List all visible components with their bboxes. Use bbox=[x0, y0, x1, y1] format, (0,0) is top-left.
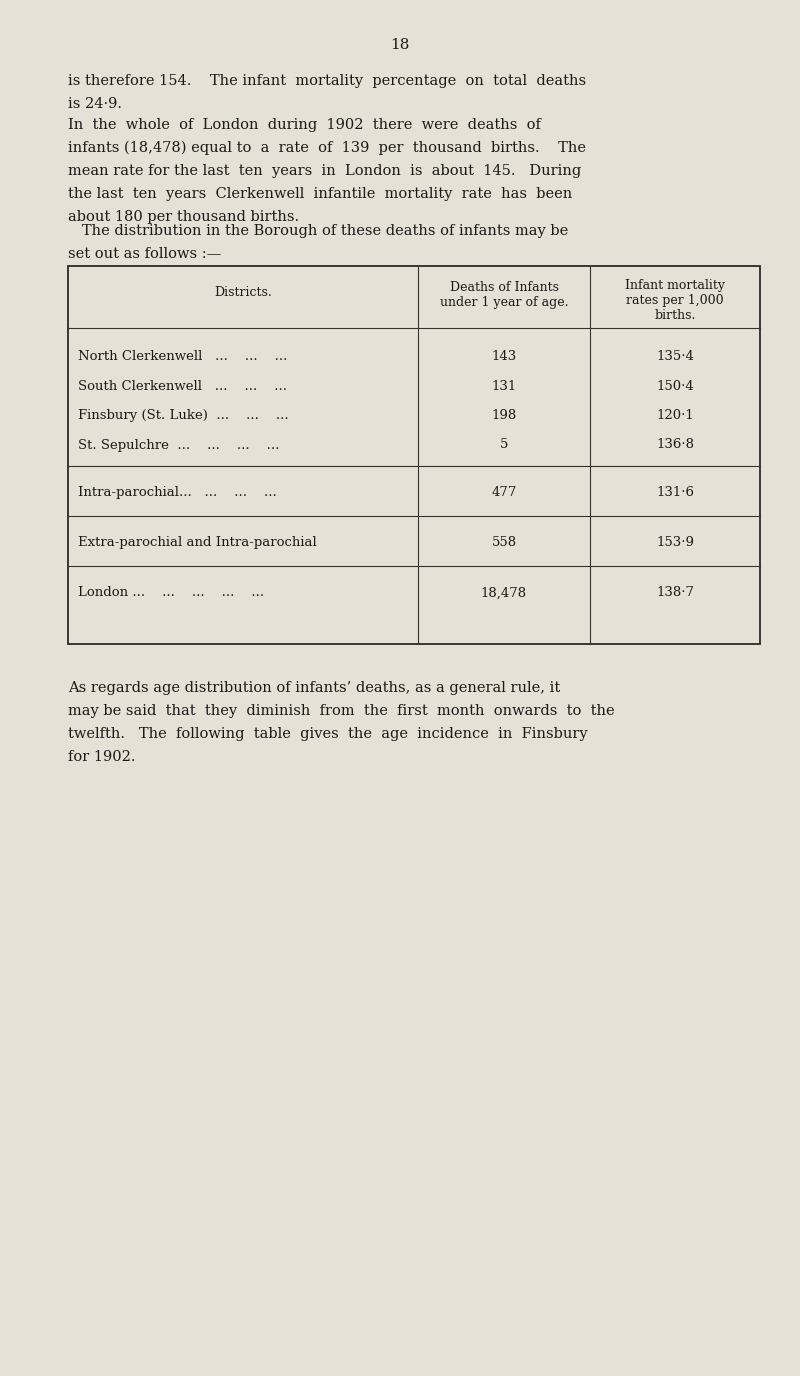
Text: 558: 558 bbox=[491, 537, 517, 549]
Text: 143: 143 bbox=[491, 350, 517, 363]
Text: is therefore 154.    The infant  mortality  percentage  on  total  deaths: is therefore 154. The infant mortality p… bbox=[68, 74, 586, 88]
Text: 150·4: 150·4 bbox=[656, 380, 694, 392]
Text: Intra-parochial...   ...    ...    ...: Intra-parochial... ... ... ... bbox=[78, 487, 277, 499]
Text: Deaths of Infants
under 1 year of age.: Deaths of Infants under 1 year of age. bbox=[440, 281, 568, 310]
Text: The distribution in the Borough of these deaths of infants may be: The distribution in the Borough of these… bbox=[68, 224, 568, 238]
Text: 18,478: 18,478 bbox=[481, 586, 527, 600]
Text: 153·9: 153·9 bbox=[656, 537, 694, 549]
Text: is 24·9.: is 24·9. bbox=[68, 96, 122, 111]
Text: mean rate for the last  ten  years  in  London  is  about  145.   During: mean rate for the last ten years in Lond… bbox=[68, 164, 582, 178]
Text: 131·6: 131·6 bbox=[656, 487, 694, 499]
Text: Extra-parochial and Intra-parochial: Extra-parochial and Intra-parochial bbox=[78, 537, 317, 549]
Text: 5: 5 bbox=[500, 439, 508, 451]
Text: about 180 per thousand births.: about 180 per thousand births. bbox=[68, 209, 299, 224]
Text: may be said  that  they  diminish  from  the  first  month  onwards  to  the: may be said that they diminish from the … bbox=[68, 705, 614, 718]
Text: In  the  whole  of  London  during  1902  there  were  deaths  of: In the whole of London during 1902 there… bbox=[68, 118, 541, 132]
Text: North Clerkenwell   ...    ...    ...: North Clerkenwell ... ... ... bbox=[78, 350, 287, 363]
Text: 131: 131 bbox=[491, 380, 517, 392]
Text: set out as follows :—: set out as follows :— bbox=[68, 246, 222, 261]
Text: As regards age distribution of infants’ deaths, as a general rule, it: As regards age distribution of infants’ … bbox=[68, 681, 560, 695]
Text: 120·1: 120·1 bbox=[656, 409, 694, 422]
Bar bbox=[68, 266, 760, 644]
Text: 135·4: 135·4 bbox=[656, 350, 694, 363]
Text: St. Sepulchre  ...    ...    ...    ...: St. Sepulchre ... ... ... ... bbox=[78, 439, 279, 451]
Text: 18: 18 bbox=[390, 39, 410, 52]
Text: the last  ten  years  Clerkenwell  infantile  mortality  rate  has  been: the last ten years Clerkenwell infantile… bbox=[68, 187, 572, 201]
Text: 477: 477 bbox=[491, 487, 517, 499]
Text: 136·8: 136·8 bbox=[656, 439, 694, 451]
Text: London ...    ...    ...    ...    ...: London ... ... ... ... ... bbox=[78, 586, 264, 600]
Text: 138·7: 138·7 bbox=[656, 586, 694, 600]
Text: infants (18,478) equal to  a  rate  of  139  per  thousand  births.    The: infants (18,478) equal to a rate of 139 … bbox=[68, 140, 586, 155]
Text: Districts.: Districts. bbox=[214, 286, 272, 299]
Text: twelfth.   The  following  table  gives  the  age  incidence  in  Finsbury: twelfth. The following table gives the a… bbox=[68, 727, 588, 740]
Text: Finsbury (St. Luke)  ...    ...    ...: Finsbury (St. Luke) ... ... ... bbox=[78, 409, 289, 422]
Text: South Clerkenwell   ...    ...    ...: South Clerkenwell ... ... ... bbox=[78, 380, 287, 392]
Text: for 1902.: for 1902. bbox=[68, 750, 135, 764]
Text: 198: 198 bbox=[491, 409, 517, 422]
Text: Infant mortality
rates per 1,000
births.: Infant mortality rates per 1,000 births. bbox=[625, 279, 725, 322]
